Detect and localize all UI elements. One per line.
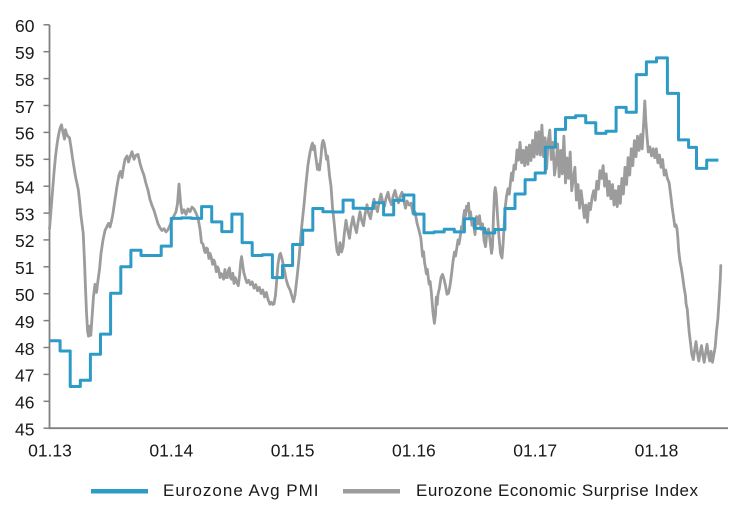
- svg-text:48: 48: [15, 339, 34, 359]
- svg-text:01.18: 01.18: [635, 441, 679, 461]
- svg-text:45: 45: [15, 420, 34, 440]
- svg-text:46: 46: [15, 393, 34, 413]
- svg-text:01.17: 01.17: [513, 441, 557, 461]
- svg-text:59: 59: [15, 43, 34, 63]
- svg-text:55: 55: [15, 151, 34, 171]
- svg-text:58: 58: [15, 70, 34, 90]
- svg-text:49: 49: [15, 312, 34, 332]
- svg-text:Eurozone Avg PMI: Eurozone Avg PMI: [163, 481, 320, 500]
- svg-text:60: 60: [15, 16, 35, 36]
- svg-text:54: 54: [15, 178, 35, 198]
- svg-text:57: 57: [15, 97, 34, 117]
- svg-text:01.14: 01.14: [149, 441, 193, 461]
- svg-text:Eurozone Economic Surprise Ind: Eurozone Economic Surprise Index: [416, 481, 698, 500]
- svg-text:51: 51: [15, 258, 34, 278]
- svg-text:47: 47: [15, 366, 34, 386]
- svg-text:01.16: 01.16: [392, 441, 436, 461]
- svg-text:52: 52: [15, 231, 34, 251]
- svg-text:53: 53: [15, 204, 34, 224]
- svg-text:50: 50: [15, 285, 35, 305]
- svg-text:56: 56: [15, 124, 34, 144]
- svg-text:01.15: 01.15: [271, 441, 315, 461]
- svg-text:01.13: 01.13: [28, 441, 72, 461]
